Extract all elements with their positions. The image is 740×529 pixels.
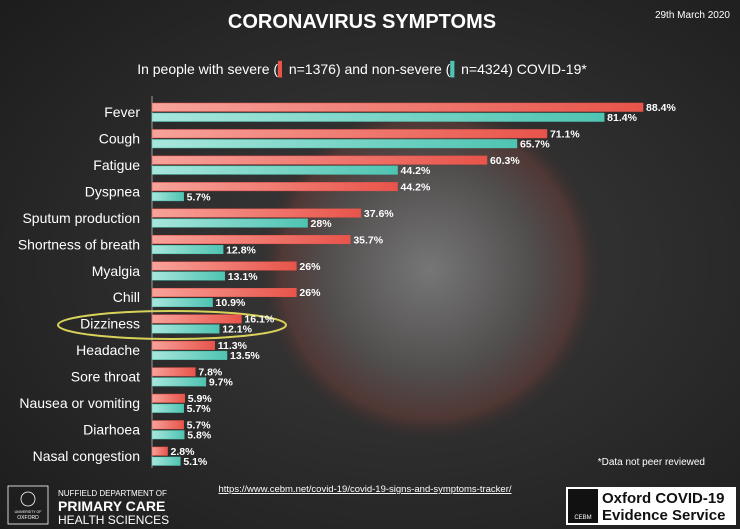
bar bbox=[151, 314, 242, 324]
category-label: Sputum production bbox=[22, 210, 140, 226]
bar bbox=[151, 245, 224, 255]
bar bbox=[151, 208, 362, 218]
value-label: 26% bbox=[299, 287, 321, 299]
oxford-logo: UNIVERSITY OF OXFORD NUFFIELD DEPARTMENT… bbox=[7, 485, 169, 527]
bar bbox=[151, 297, 213, 307]
value-label: 2.8% bbox=[171, 446, 196, 458]
bar bbox=[151, 324, 220, 334]
value-label: 12.1% bbox=[222, 324, 252, 336]
value-label: 5.1% bbox=[183, 456, 208, 468]
value-label: 28% bbox=[311, 218, 333, 230]
bar bbox=[151, 155, 488, 165]
category-label: Myalgia bbox=[92, 263, 140, 279]
legend-swatch: ▍ bbox=[449, 60, 461, 78]
category-label: Sore throat bbox=[71, 369, 140, 385]
value-label: 13.5% bbox=[230, 350, 260, 362]
value-label: 9.7% bbox=[209, 377, 234, 389]
bar bbox=[151, 446, 168, 456]
category-label: Nasal congestion bbox=[33, 448, 140, 464]
value-label: 60.3% bbox=[490, 155, 520, 167]
bar bbox=[151, 377, 207, 387]
bar bbox=[151, 139, 518, 149]
subtitle-part: ) COVID-19* bbox=[508, 61, 587, 77]
logo-text: UNIVERSITY OF bbox=[15, 510, 42, 514]
category-label: Dizziness bbox=[80, 316, 140, 332]
service-line: Oxford COVID-19 bbox=[602, 490, 725, 507]
value-label: 7.8% bbox=[198, 367, 223, 379]
bar bbox=[151, 102, 644, 112]
bar bbox=[151, 218, 308, 228]
value-label: 71.1% bbox=[550, 128, 580, 140]
value-label: 88.4% bbox=[646, 102, 676, 114]
category-label: Shortness of breath bbox=[18, 236, 140, 252]
bar bbox=[151, 420, 184, 430]
value-label: 37.6% bbox=[364, 208, 394, 220]
highlight-ellipse bbox=[57, 310, 287, 340]
logo-mark bbox=[568, 489, 598, 523]
value-label: 44.2% bbox=[401, 181, 431, 193]
bar bbox=[151, 430, 185, 440]
bar bbox=[151, 456, 181, 466]
legend-label: n=1376 bbox=[289, 61, 336, 77]
category-label: Nausea or vomiting bbox=[19, 395, 140, 411]
category-label: Fever bbox=[104, 104, 140, 120]
value-label: 5.7% bbox=[187, 403, 212, 415]
bar bbox=[151, 192, 184, 202]
bar bbox=[151, 129, 548, 139]
legend-swatch: ▍ bbox=[277, 60, 289, 78]
date: 29th March 2020 bbox=[655, 10, 730, 21]
bar bbox=[151, 403, 184, 413]
bar bbox=[151, 261, 297, 271]
bar bbox=[151, 235, 351, 245]
chart-title: CORONAVIRUS SYMPTOMS bbox=[228, 11, 496, 33]
crest bbox=[20, 491, 36, 507]
value-label: 44.2% bbox=[401, 165, 431, 177]
value-label: 13.1% bbox=[228, 271, 258, 283]
value-label: 81.4% bbox=[607, 112, 637, 124]
cebm-logo: CEBM Oxford COVID-19 Evidence Service bbox=[566, 487, 736, 525]
category-label: Headache bbox=[76, 342, 140, 358]
cebm-text: CEBM bbox=[574, 515, 591, 521]
source-link[interactable]: https://www.cebm.net/covid-19/covid-19-s… bbox=[218, 484, 511, 495]
department-line: PRIMARY CARE bbox=[58, 498, 165, 514]
bar bbox=[151, 271, 226, 281]
note: *Data not peer reviewed bbox=[598, 457, 705, 468]
service-line: Evidence Service bbox=[602, 507, 725, 524]
value-label: 5.7% bbox=[187, 191, 212, 203]
subtitle-text: In people with severe (▍n=1376) and non-… bbox=[137, 60, 587, 78]
category-label: Chill bbox=[113, 289, 140, 305]
value-label: 26% bbox=[299, 261, 321, 273]
logo-text: OXFORD bbox=[17, 515, 39, 521]
value-label: 5.9% bbox=[188, 393, 213, 405]
subtitle-part: ) and non-severe ( bbox=[336, 61, 451, 77]
bar bbox=[151, 165, 398, 175]
bar bbox=[151, 182, 398, 192]
bar bbox=[151, 367, 196, 377]
legend-label: n=4324 bbox=[461, 61, 508, 77]
category-label: Diarhoea bbox=[83, 422, 140, 438]
bar bbox=[151, 340, 216, 350]
value-label: 10.9% bbox=[216, 297, 246, 309]
department-line: HEALTH SCIENCES bbox=[58, 513, 169, 527]
plot: Fever 88.4% 81.4% Cough 71.1%65.7% Fatigue 60.… bbox=[18, 96, 676, 468]
value-label: 65.7% bbox=[520, 138, 550, 150]
value-label: 5.7% bbox=[187, 420, 212, 432]
category-label: Cough bbox=[99, 130, 140, 146]
category-label: Fatigue bbox=[93, 157, 140, 173]
value-label: 16.1% bbox=[244, 314, 274, 326]
value-label: 12.8% bbox=[226, 244, 256, 256]
subtitle-part: In people with severe ( bbox=[137, 61, 278, 77]
value-label: 11.3% bbox=[218, 340, 248, 352]
department-line: NUFFIELD DEPARTMENT OF bbox=[58, 489, 167, 498]
subtitle: In people with severe (▍n=1376) and non-… bbox=[137, 60, 587, 78]
value-label: 35.7% bbox=[353, 234, 383, 246]
value-label: 5.8% bbox=[187, 430, 212, 442]
category-label: Dyspnea bbox=[85, 183, 140, 199]
logo-frame bbox=[7, 485, 49, 525]
bar bbox=[151, 112, 605, 122]
bar bbox=[151, 350, 228, 360]
bar bbox=[151, 287, 297, 297]
bar bbox=[151, 393, 186, 403]
